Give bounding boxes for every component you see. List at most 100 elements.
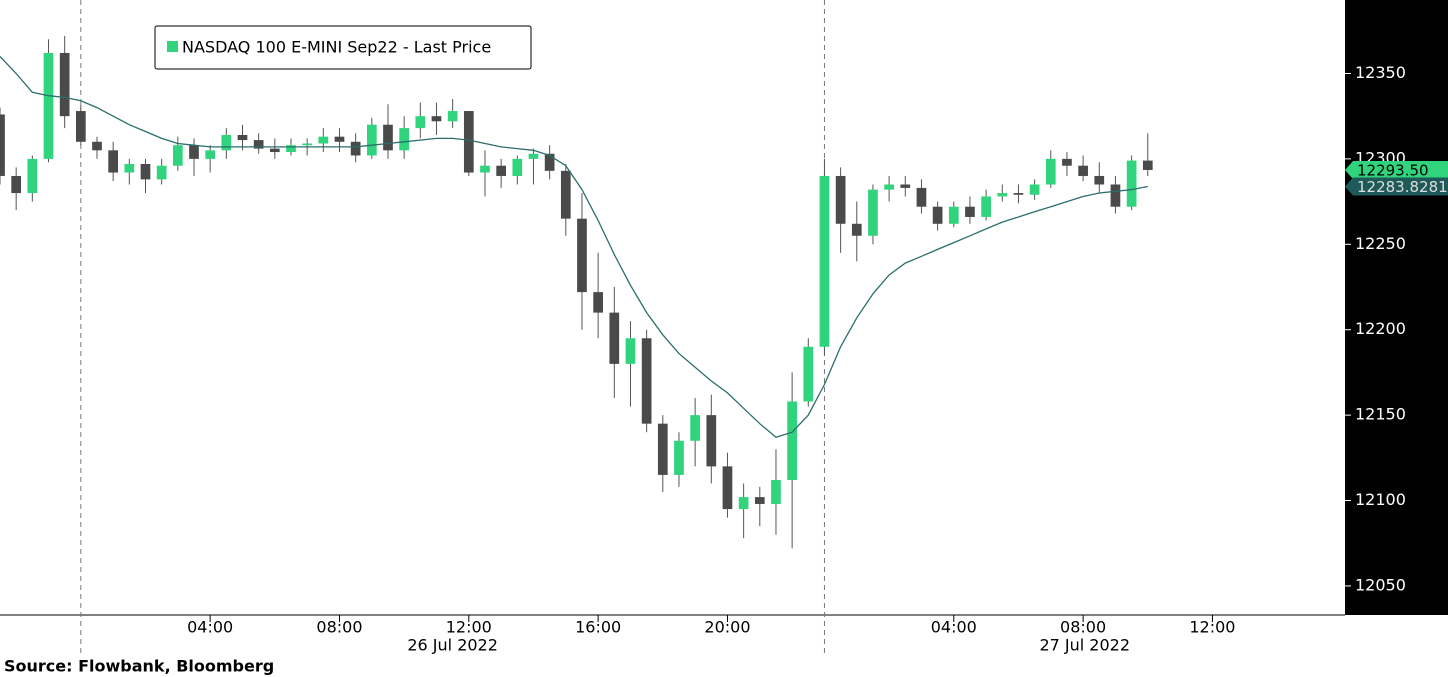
candle-body <box>1013 193 1024 195</box>
candle-body <box>754 497 765 504</box>
candle-body <box>253 140 264 149</box>
candle-body <box>577 218 587 293</box>
candle-body <box>1094 175 1105 185</box>
candle-body <box>480 165 490 173</box>
candle-body <box>399 128 409 151</box>
moving-average-line <box>0 55 1148 439</box>
candle-body <box>771 480 781 504</box>
candle-body <box>302 143 313 146</box>
candle-body <box>819 175 830 347</box>
x-tick-label: 12:00 <box>446 618 492 637</box>
candle-body <box>528 153 539 159</box>
candle-body <box>447 111 458 122</box>
candle-body <box>1110 184 1121 207</box>
candle-body <box>884 184 894 190</box>
legend-box <box>154 25 532 70</box>
candle-body <box>803 346 814 402</box>
candle-body <box>674 440 684 475</box>
candle-body <box>237 134 248 141</box>
candle-body <box>981 196 991 217</box>
last-value-tag <box>1345 177 1448 196</box>
x-tick-label: 12:00 <box>1189 618 1235 637</box>
candle-body <box>1062 158 1072 166</box>
y-tick-label: 12250 <box>1355 234 1406 253</box>
candle-body <box>383 124 393 151</box>
candle-body <box>92 141 102 151</box>
candle-body <box>657 423 668 475</box>
candle-body <box>43 52 54 159</box>
y-tick-label: 12100 <box>1355 490 1406 509</box>
candle-body <box>706 415 717 467</box>
candle-body <box>609 312 620 364</box>
candle-body <box>787 401 797 481</box>
candle-body <box>690 415 700 441</box>
y-tick-label: 12350 <box>1355 63 1406 82</box>
candle-body <box>593 292 603 313</box>
x-tick-label: 08:00 <box>1060 618 1106 637</box>
candle-body <box>916 187 927 207</box>
candle-body <box>1029 184 1040 195</box>
candle-body <box>1078 165 1088 176</box>
candle-body <box>0 114 5 176</box>
candle-body <box>625 338 636 364</box>
candle-body <box>948 206 959 224</box>
candle-body <box>851 223 862 236</box>
candle-body <box>156 165 167 180</box>
candle-body <box>835 175 846 224</box>
last-value-tag <box>1345 160 1448 179</box>
candle-body <box>189 145 199 159</box>
candle-body <box>318 136 329 144</box>
candle-body <box>641 338 652 424</box>
candle-body <box>124 164 135 173</box>
candle-body <box>997 193 1008 197</box>
date-label: 26 Jul 2022 <box>407 636 498 655</box>
legend: NASDAQ 100 E-MINI Sep22 - Last Price <box>154 25 532 70</box>
candle-body <box>965 206 975 217</box>
source-note: Source: Flowbank, Bloomberg <box>4 657 274 676</box>
candle-body <box>900 184 911 188</box>
last-value-label: 12283.8281 <box>1357 178 1448 196</box>
candle-body <box>560 170 571 219</box>
candle-body <box>172 145 183 166</box>
candle-body <box>11 175 22 194</box>
candle-body <box>221 134 232 151</box>
candle-body <box>463 111 474 173</box>
candle-body <box>544 153 555 171</box>
candle-body <box>205 150 216 159</box>
x-tick-label: 08:00 <box>316 618 362 637</box>
candle-body <box>512 158 523 176</box>
candle-body <box>366 124 377 156</box>
x-tick-label: 16:00 <box>575 618 621 637</box>
candle-body <box>932 206 943 224</box>
y-tick-label: 12150 <box>1355 405 1406 424</box>
y-axis-panel <box>1345 0 1448 615</box>
y-tick-label: 12200 <box>1355 319 1406 338</box>
x-tick-label: 04:00 <box>931 618 977 637</box>
x-tick-label: 04:00 <box>187 618 233 637</box>
candle-body <box>334 136 345 142</box>
candle-body <box>59 52 70 117</box>
candle-body <box>286 145 296 153</box>
candle-body <box>1045 158 1056 185</box>
candle-body <box>868 189 878 236</box>
candle-body <box>1142 160 1153 170</box>
candle-body <box>27 158 38 194</box>
candle-body <box>722 466 733 510</box>
legend-swatch <box>167 41 178 52</box>
candle-body <box>738 497 749 510</box>
legend-label: NASDAQ 100 E-MINI Sep22 - Last Price <box>182 38 491 57</box>
candle-body <box>431 116 442 122</box>
candle-body <box>269 148 280 153</box>
y-tick-label: 12050 <box>1355 575 1406 594</box>
candle-body <box>350 141 361 156</box>
candle-body <box>108 150 119 173</box>
candle-body <box>496 165 506 176</box>
candle-body <box>415 116 426 129</box>
candle-body <box>1126 160 1137 207</box>
candle-body <box>75 111 86 142</box>
candle-body <box>140 164 151 180</box>
date-label: 27 Jul 2022 <box>1039 636 1130 655</box>
last-value-label: 12293.50 <box>1357 161 1429 179</box>
